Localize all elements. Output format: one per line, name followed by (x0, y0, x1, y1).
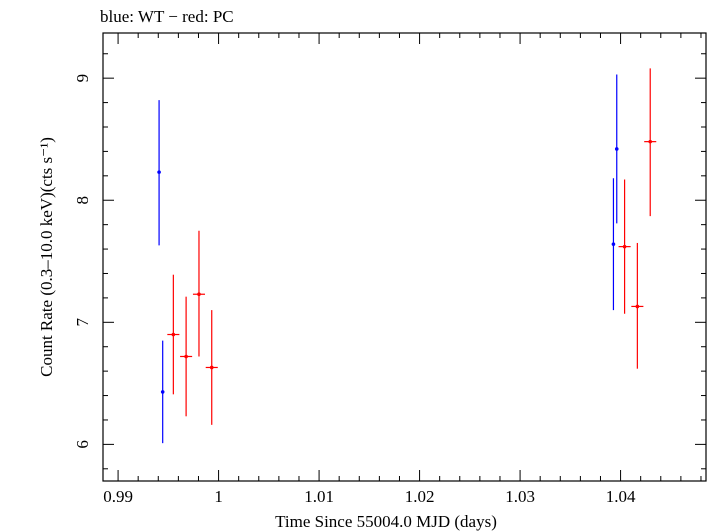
data-marker (160, 390, 165, 394)
data-marker (184, 354, 188, 359)
pc-data-point (644, 68, 657, 217)
data-marker (157, 170, 161, 174)
y-tick-label: 8 (73, 196, 92, 205)
x-tick-label: 1.04 (606, 487, 636, 506)
x-tick-label: 1 (214, 487, 223, 506)
x-tick-label: 1.02 (405, 487, 435, 506)
pc-data-point (180, 296, 193, 417)
x-tick-label: 1.01 (304, 487, 334, 506)
data-marker (622, 244, 627, 249)
x-tick-label: 1.03 (505, 487, 535, 506)
axis-ticks: 0.99 1 1.01 1.02 1.03 1.04 6 7 8 9 (73, 33, 706, 506)
y-tick-label: 7 (73, 318, 92, 327)
data-marker (614, 147, 619, 151)
data-marker (635, 304, 640, 309)
y-tick-label: 6 (73, 440, 92, 449)
data-marker (648, 139, 653, 144)
y-tick-label: 9 (73, 74, 92, 83)
wt-data-point (157, 100, 161, 246)
x-tick-label: 0.99 (103, 487, 133, 506)
data-marker (171, 332, 176, 337)
chart-title: blue: WT − red: PC (100, 7, 234, 26)
wt-data-point (611, 178, 616, 311)
wt-data-point (614, 74, 619, 224)
x-axis-label: Time Since 55004.0 MJD (days) (275, 512, 497, 531)
y-axis-label: Count Rate (0.3–10.0 keV)(cts s⁻¹) (37, 137, 56, 377)
data-marker (611, 242, 616, 246)
data-marker (197, 292, 201, 297)
data-points (157, 68, 657, 444)
data-marker (209, 365, 214, 370)
pc-data-point (167, 274, 180, 395)
pc-data-point (192, 230, 206, 357)
pc-data-point (205, 310, 218, 425)
plot-frame (102, 32, 707, 482)
pc-data-point (618, 179, 631, 314)
wt-data-point (160, 340, 165, 444)
pc-data-point (631, 242, 644, 369)
